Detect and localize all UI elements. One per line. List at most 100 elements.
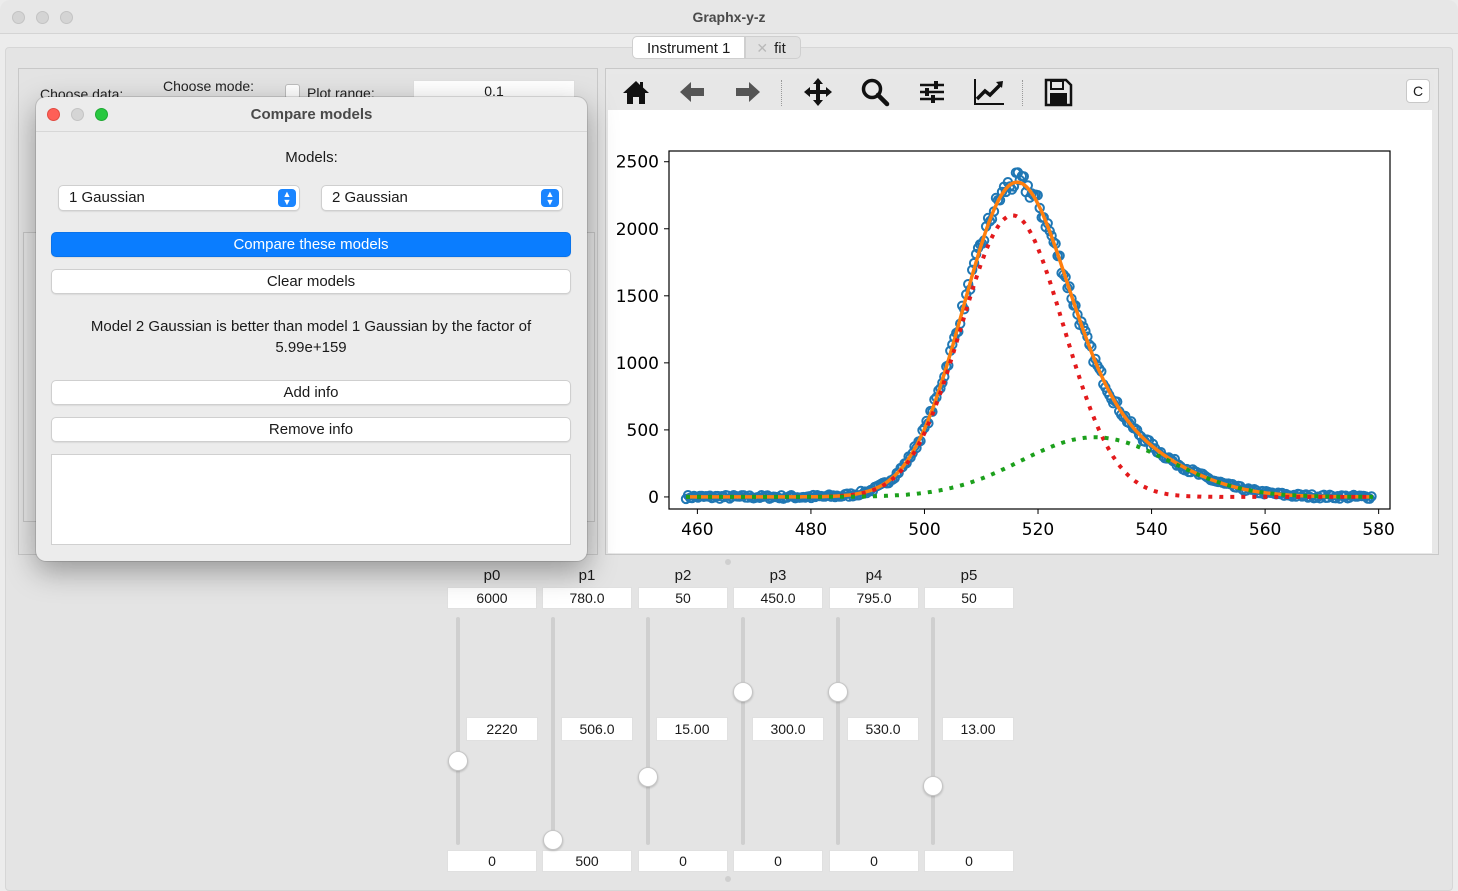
gaussian-1-line xyxy=(686,213,1373,499)
close-window-button[interactable] xyxy=(12,11,25,24)
chevron-up-down-icon: ▲ ▼ xyxy=(278,189,296,207)
pan-icon[interactable] xyxy=(799,76,837,108)
param-min-input-p4[interactable]: 0 xyxy=(829,850,919,872)
param-slider-track-p0[interactable] xyxy=(456,617,460,845)
param-max-input-p3[interactable]: 450.0 xyxy=(733,587,823,609)
back-arrow-icon[interactable] xyxy=(673,76,711,108)
customize-button[interactable]: C xyxy=(1406,79,1430,103)
tab-fit[interactable]: ✕ fit xyxy=(745,36,801,59)
param-min-input-p1[interactable]: 500 xyxy=(542,850,632,872)
y-tick-label: 1500 xyxy=(616,287,659,307)
total-fit-line xyxy=(686,180,1373,499)
param-slider-track-p5[interactable] xyxy=(931,617,935,845)
minimize-window-button[interactable] xyxy=(36,11,49,24)
param-label-p1: p1 xyxy=(578,567,596,584)
toolbar-separator xyxy=(781,80,782,106)
x-tick-label: 520 xyxy=(1022,520,1054,540)
param-max-input-p5[interactable]: 50 xyxy=(924,587,1014,609)
y-tick-label: 500 xyxy=(627,421,659,441)
clear-models-button[interactable]: Clear models xyxy=(51,269,571,294)
compare-models-dialog: Compare models Models: 1 Gaussian ▲ ▼ 2 G… xyxy=(36,97,587,561)
add-info-button[interactable]: Add info xyxy=(51,380,571,405)
dialog-zoom-button[interactable] xyxy=(95,108,108,121)
y-tick-label: 0 xyxy=(648,488,659,508)
data-point xyxy=(1018,171,1029,182)
dialog-title: Compare models xyxy=(250,106,373,123)
param-slider-track-p4[interactable] xyxy=(836,617,840,845)
axes-frame xyxy=(668,150,1391,510)
param-value-input-p1[interactable]: 506.0 xyxy=(561,717,633,741)
title-bar: Graphx-y-z xyxy=(0,0,1458,34)
comparison-factor-text: 5.99e+159 xyxy=(275,339,347,356)
x-tick-label: 500 xyxy=(908,520,940,540)
close-tab-icon[interactable]: ✕ xyxy=(756,40,769,56)
home-icon[interactable] xyxy=(617,76,655,108)
param-label-p3: p3 xyxy=(769,567,787,584)
dialog-divider xyxy=(36,131,587,132)
param-label-p0: p0 xyxy=(483,567,501,584)
plot-canvas[interactable]: 460 480 500 520 540 560 580 0 500 1000 1500 2000 250… xyxy=(608,108,1432,553)
x-tick-label: 480 xyxy=(795,520,827,540)
param-min-input-p5[interactable]: 0 xyxy=(924,850,1014,872)
param-value-input-p5[interactable]: 13.00 xyxy=(942,717,1014,741)
param-value-input-p0[interactable]: 2220 xyxy=(466,717,538,741)
compare-models-button[interactable]: Compare these models xyxy=(51,232,571,257)
window-title: Graphx-y-z xyxy=(692,9,766,25)
tab-fit-label: fit xyxy=(774,40,786,57)
x-tick-label: 540 xyxy=(1135,520,1167,540)
param-value-input-p4[interactable]: 530.0 xyxy=(847,717,919,741)
chevron-up-down-icon: ▲ ▼ xyxy=(541,189,559,207)
y-tick-label: 2500 xyxy=(616,153,659,173)
param-slider-handle-p3[interactable] xyxy=(733,682,753,703)
x-tick-label: 560 xyxy=(1249,520,1281,540)
model-b-value: 2 Gaussian xyxy=(332,189,408,206)
forward-arrow-icon[interactable] xyxy=(729,76,767,108)
param-min-input-p0[interactable]: 0 xyxy=(447,850,537,872)
dialog-minimize-button[interactable] xyxy=(71,108,84,121)
model-b-select[interactable]: 2 Gaussian ▲ ▼ xyxy=(321,185,563,211)
param-slider-handle-p5[interactable] xyxy=(923,775,943,796)
models-label: Models: xyxy=(285,149,338,166)
param-slider-handle-p0[interactable] xyxy=(448,750,468,771)
param-slider-handle-p1[interactable] xyxy=(543,830,563,851)
remove-info-button[interactable]: Remove info xyxy=(51,417,571,442)
param-label-p2: p2 xyxy=(674,567,692,584)
param-max-input-p2[interactable]: 50 xyxy=(638,587,728,609)
param-slider-track-p2[interactable] xyxy=(646,617,650,845)
y-tick-label: 2000 xyxy=(616,220,659,240)
x-tick-label: 460 xyxy=(681,520,713,540)
dialog-close-button[interactable] xyxy=(47,108,60,121)
choose-mode-label: Choose mode: xyxy=(163,78,255,94)
toolbar-separator xyxy=(1022,80,1023,106)
plot-toolbar xyxy=(608,74,1434,110)
comparison-result-text: Model 2 Gaussian is better than model 1 … xyxy=(90,318,532,335)
configure-subplots-icon[interactable] xyxy=(913,76,951,108)
edit-axis-icon[interactable] xyxy=(970,76,1008,108)
model-a-select[interactable]: 1 Gaussian ▲ ▼ xyxy=(58,185,300,211)
x-tick-label: 580 xyxy=(1362,520,1394,540)
param-min-input-p3[interactable]: 0 xyxy=(733,850,823,872)
model-a-value: 1 Gaussian xyxy=(69,189,145,206)
tab-bar: Instrument 1 ✕ fit xyxy=(632,36,801,60)
zoom-window-button[interactable] xyxy=(60,11,73,24)
zoom-icon[interactable] xyxy=(856,76,894,108)
splitter-handle[interactable] xyxy=(725,559,731,565)
param-slider-track-p3[interactable] xyxy=(741,617,745,845)
fit-chart: 460 480 500 520 540 560 580 0 500 1000 1500 2000 250… xyxy=(616,150,1395,540)
param-max-input-p0[interactable]: 6000 xyxy=(447,587,537,609)
param-value-input-p2[interactable]: 15.00 xyxy=(656,717,728,741)
y-tick-label: 1000 xyxy=(616,354,659,374)
tab-instrument-1[interactable]: Instrument 1 xyxy=(632,36,746,59)
param-label-p4: p4 xyxy=(865,567,883,584)
param-max-input-p1[interactable]: 780.0 xyxy=(542,587,632,609)
param-slider-handle-p4[interactable] xyxy=(828,682,848,703)
param-value-input-p3[interactable]: 300.0 xyxy=(752,717,824,741)
param-slider-track-p1[interactable] xyxy=(551,617,555,845)
param-min-input-p2[interactable]: 0 xyxy=(638,850,728,872)
info-text-area[interactable] xyxy=(51,454,571,545)
param-slider-handle-p2[interactable] xyxy=(638,766,658,787)
param-label-p5: p5 xyxy=(960,567,978,584)
save-icon[interactable] xyxy=(1039,76,1077,108)
splitter-handle[interactable] xyxy=(725,876,731,882)
param-max-input-p4[interactable]: 795.0 xyxy=(829,587,919,609)
